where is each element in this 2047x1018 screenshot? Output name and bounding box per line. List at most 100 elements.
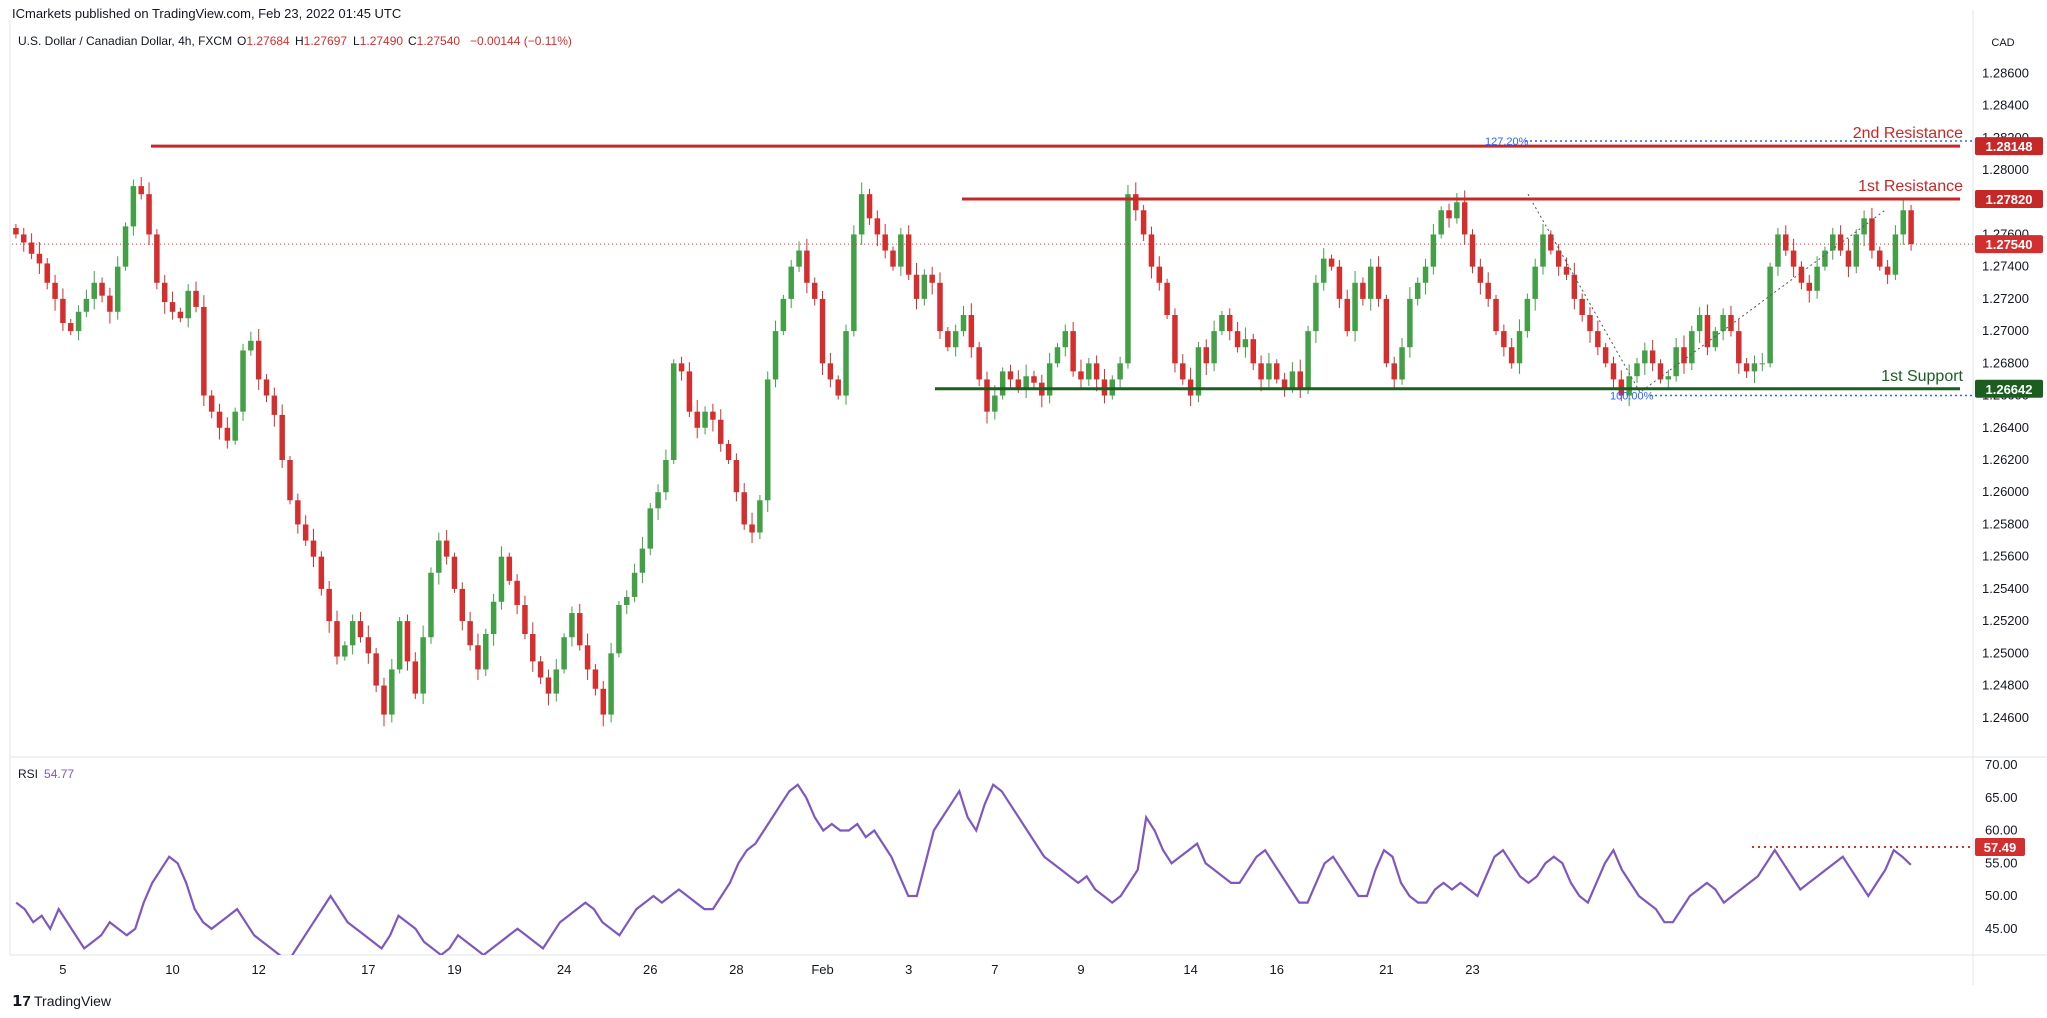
rsi-axis[interactable]: 70.00 65.00 60.00 55.00 50.00 45.00 [1985,757,2018,936]
time-tick-label: 19 [447,962,461,977]
candle [1086,363,1092,380]
brand-text: TradingView [34,993,112,1009]
candle [451,556,458,589]
candle [1156,266,1163,283]
last-price-tag: 1.27540 [1986,237,2033,252]
time-tick-label: 5 [59,962,66,977]
candle [60,298,66,324]
candle [1203,347,1210,364]
time-tick-label: 21 [1379,962,1393,977]
candle [780,298,787,332]
candle [1900,210,1906,235]
candle [1469,234,1476,267]
candle [1830,234,1836,251]
candle [177,311,184,319]
candle [1579,298,1585,315]
candle [1814,266,1820,291]
candle [1328,258,1335,267]
candle [866,194,873,219]
price-tick-label: 1.28600 [1982,65,2029,80]
candle [279,414,285,460]
candle [835,379,841,396]
candle [999,371,1006,396]
candle [1595,331,1601,348]
rsi-tick-label: 45.00 [1985,921,2018,936]
candle [992,395,998,412]
candle [937,282,943,332]
candle [741,492,747,525]
candle [537,661,544,678]
candle [1320,258,1327,283]
candle [600,688,607,715]
svg-text:O1.27684: O1.27684 [237,34,290,48]
candle [1430,234,1437,267]
candle [1093,363,1100,380]
candle [608,653,614,715]
candle [295,500,301,525]
candle [553,669,560,694]
time-axis[interactable]: 5 10 12 17 19 24 26 28 Feb 3 7 9 14 16 21 23 [59,962,1479,977]
candle [1211,331,1217,364]
candle [968,315,975,348]
price-tick-label: 1.26200 [1982,452,2029,467]
candle [905,234,912,275]
candle [976,347,982,380]
candle [114,266,121,312]
level-tag: 1.27820 [1986,192,2033,207]
candle [420,637,426,694]
candle [592,669,599,689]
candle [1266,363,1272,380]
pattern-line [1527,193,1886,394]
candle [13,228,19,235]
candle [240,350,246,412]
svg-text:C1.27540: C1.27540 [408,34,460,48]
time-tick-label: 3 [905,962,912,977]
open-label: O [237,34,246,48]
candle [890,250,896,267]
candle [1172,315,1178,364]
candle [201,306,207,396]
rsi-tick-label: 65.00 [1985,790,2018,805]
candle [1540,234,1546,267]
symbol-title[interactable]: U.S. Dollar / Canadian Dollar, 4h, FXCM [18,34,232,48]
time-tick-label: 14 [1183,962,1197,977]
candle [475,645,481,670]
rsi-value: 54.77 [44,767,74,781]
candle [1485,282,1491,299]
candle [1728,315,1734,332]
price-tick-label: 1.27200 [1982,291,2029,306]
candle [1407,298,1413,348]
time-tick-label: 16 [1270,962,1284,977]
candle [1140,210,1147,235]
candle [1783,234,1789,251]
candle [1383,298,1390,364]
candle [381,685,387,715]
candle [1117,363,1123,380]
candle [263,379,270,396]
level-tag-bg [1975,190,2043,208]
candle [490,601,497,634]
candle [1454,202,1460,219]
time-tick-label: 7 [991,962,998,977]
price-tick-label: 1.26800 [1982,355,2029,370]
candle [1798,266,1805,283]
candle [1720,315,1726,332]
candle [404,621,411,662]
candle [788,266,794,299]
candle [302,524,309,541]
candle [702,411,708,428]
candle [1297,371,1303,388]
candle [208,395,215,412]
candle [1837,234,1844,251]
price-tick-label: 1.26400 [1982,420,2029,435]
candle [389,669,395,715]
candle [1696,315,1703,332]
low-label: L [353,34,360,48]
candle [1634,363,1640,377]
candle [1892,234,1899,275]
candle [1289,371,1296,388]
candle [545,677,552,694]
candle [154,234,160,283]
close-label: C [408,34,417,48]
